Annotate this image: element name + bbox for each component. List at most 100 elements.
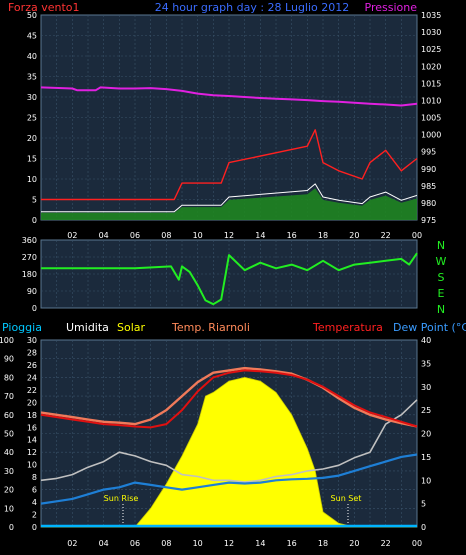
legend-temperatura: Temperatura: [312, 321, 383, 334]
direction-label-n-bottom: N: [437, 303, 445, 316]
wind-y-tick: 35: [27, 73, 37, 82]
humidity-y-tick: 10: [4, 504, 14, 513]
x-tick-label-bottom: 00: [412, 539, 422, 548]
temperature-y-tick: 5: [421, 500, 426, 509]
x-tick-label-top: 08: [161, 231, 171, 240]
wind-y-tick: 45: [27, 32, 37, 41]
direction-label-e: E: [438, 287, 445, 300]
temperature-y-tick: 0: [421, 523, 426, 532]
temperature-y-tick: 10: [421, 476, 431, 485]
temp-riarnoli-line: [40, 366, 418, 428]
x-tick-label-bottom: 20: [349, 539, 359, 548]
wind-y-tick: 5: [32, 196, 37, 205]
rain-y-tick: 4: [32, 498, 37, 507]
wind-y-tick: 15: [27, 155, 37, 164]
humidity-y-tick: 50: [4, 430, 14, 439]
x-tick-label-top: 00: [412, 231, 422, 240]
rain-y-tick: 28: [27, 348, 37, 357]
direction-label-w: W: [436, 255, 447, 268]
x-tick-label-bottom: 08: [161, 539, 171, 548]
humidity-y-tick: 40: [4, 448, 14, 457]
x-tick-label-top: 10: [193, 231, 203, 240]
temperature-y-tick: 40: [421, 336, 431, 345]
rain-y-tick: 16: [27, 423, 37, 432]
rain-y-tick: 22: [27, 386, 37, 395]
wind-y-tick: 50: [27, 11, 37, 20]
pressure-y-tick: 1035: [421, 11, 441, 20]
direction-y-tick: 90: [27, 287, 37, 296]
humidity-y-tick: 30: [4, 467, 14, 476]
x-tick-label-bottom: 16: [287, 539, 297, 548]
direction-y-tick: 180: [22, 270, 37, 279]
sunset-annotation: Sun Set: [331, 494, 362, 503]
wind-legend-label: Forza vento1: [8, 1, 80, 14]
pressure-y-tick: 1010: [421, 96, 441, 105]
rain-y-tick: 10: [27, 461, 37, 470]
x-tick-label-top: 14: [255, 231, 265, 240]
humidity-y-tick: 60: [4, 411, 14, 420]
x-tick-label-bottom: 02: [67, 539, 77, 548]
rain-y-tick: 14: [27, 436, 37, 445]
dewpoint-line: [40, 453, 418, 505]
pressure-y-tick: 1015: [421, 79, 441, 88]
humidity-y-tick: 0: [9, 523, 14, 532]
pressure-y-tick: 995: [421, 148, 436, 157]
direction-y-tick: 270: [22, 253, 37, 262]
legend-pioggia: Pioggia: [2, 321, 42, 334]
pressure-legend-label: Pressione: [365, 1, 418, 14]
temperature-y-tick: 30: [421, 383, 431, 392]
legend-temp-riarnoli: Temp. Riarnoli: [171, 321, 250, 334]
x-tick-label-top: 06: [130, 231, 140, 240]
x-tick-label-bottom: 12: [224, 539, 234, 548]
legend-dewpoint: Dew Point (°C): [393, 321, 466, 334]
humidity-line: [40, 399, 418, 483]
humidity-y-tick: 100: [0, 336, 14, 345]
rain-y-tick: 6: [32, 486, 37, 495]
temperature-y-tick: 20: [421, 430, 431, 439]
sunrise-annotation: Sun Rise: [104, 494, 139, 503]
humidity-y-tick: 90: [4, 355, 14, 364]
pressure-y-tick: 975: [421, 216, 436, 225]
wind-average-line: [41, 183, 418, 213]
x-tick-label-top: 16: [287, 231, 297, 240]
x-tick-label-bottom: 04: [99, 539, 109, 548]
pressure-y-tick: 980: [421, 199, 436, 208]
wind-y-tick: 20: [27, 134, 37, 143]
humidity-y-tick: 70: [4, 392, 14, 401]
pressure-y-tick: 1025: [421, 45, 441, 54]
direction-label-s: S: [438, 271, 445, 284]
pressure-y-tick: 1000: [421, 131, 441, 140]
x-tick-label-top: 22: [381, 231, 391, 240]
x-tick-label-top: 12: [224, 231, 234, 240]
legend-solar: Solar: [117, 321, 146, 334]
rain-y-tick: 24: [27, 373, 37, 382]
x-tick-label-bottom: 18: [318, 539, 328, 548]
x-tick-label-bottom: 10: [193, 539, 203, 548]
temperature-y-tick: 35: [421, 359, 431, 368]
direction-y-tick: 0: [32, 304, 37, 313]
wind-y-tick: 10: [27, 175, 37, 184]
x-tick-label-top: 20: [349, 231, 359, 240]
wind-y-tick: 40: [27, 52, 37, 61]
solar-area: [41, 376, 417, 528]
direction-y-tick: 360: [22, 236, 37, 245]
x-tick-label-top: 18: [318, 231, 328, 240]
pressure-line: [40, 86, 418, 107]
wind-y-tick: 0: [32, 216, 37, 225]
rain-y-tick: 12: [27, 448, 37, 457]
pressure-y-tick: 1005: [421, 114, 441, 123]
rain-y-tick: 8: [32, 473, 37, 482]
x-tick-label-bottom: 22: [381, 539, 391, 548]
wind-y-tick: 30: [27, 93, 37, 102]
temperature-y-tick: 15: [421, 453, 431, 462]
humidity-y-tick: 80: [4, 373, 14, 382]
x-tick-label-bottom: 14: [255, 539, 265, 548]
chart-title: 24 hour graph day : 28 Luglio 2012: [155, 1, 350, 14]
rain-y-tick: 20: [27, 398, 37, 407]
pressure-y-tick: 990: [421, 165, 436, 174]
direction-label-n-top: N: [437, 239, 445, 252]
rain-y-tick: 26: [27, 361, 37, 370]
pressure-y-tick: 985: [421, 182, 436, 191]
wind-y-tick: 25: [27, 114, 37, 123]
